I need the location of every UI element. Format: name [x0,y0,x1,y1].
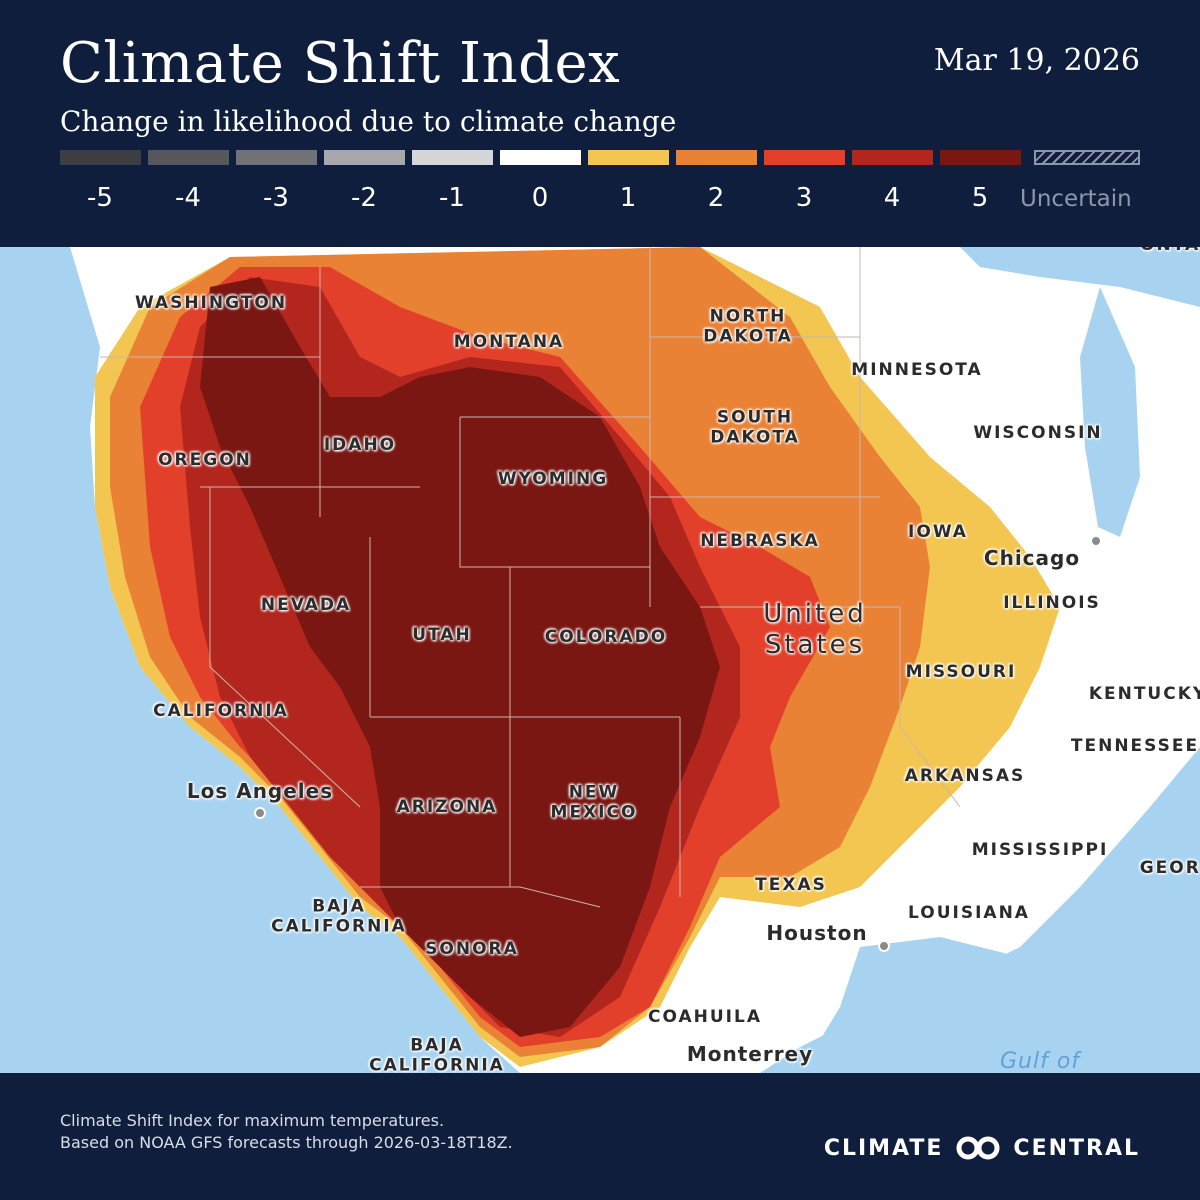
legend-label: 3 [795,183,813,213]
state-label-montana: MONTANA [453,331,565,352]
logo-text-central: CENTRAL [1013,1135,1140,1161]
state-label-minnesota: MINNESOTA [851,359,983,380]
lake-superior [960,247,1200,307]
legend-swatch-minus4 [148,150,229,165]
state-label-illinois: ILLINOIS [1003,592,1101,613]
state-label-idaho: IDAHO [323,434,397,455]
state-label-wyoming: WYOMING [497,468,609,489]
state-label-nevada: NEVADA [260,594,352,615]
state-label-kentucky: KENTUCKY [1088,683,1200,704]
logo-text-climate: CLIMATE [823,1135,944,1161]
gulf-of-california [330,897,440,1073]
state-label-arkansas: ARKANSAS [904,765,1026,786]
city-label-houston: Houston [766,921,868,945]
state-label-louisiana: LOUISIANA [908,902,1030,923]
state-label-mississippi: MISSISSIPPI [971,839,1109,860]
state-label-baja-california-sur: BAJA CALIFORNIA [369,1035,505,1073]
state-label-oregon: OREGON [158,449,252,470]
state-label-south-dakota: SOUTH DAKOTA [710,407,800,448]
state-label-texas: TEXAS [755,874,827,895]
legend-label: -3 [263,183,289,213]
state-label-utah: UTAH [412,624,472,645]
state-label-iowa: IOWA [908,521,968,542]
city-marker-los-angeles[interactable] [254,807,266,819]
state-label-wisconsin: WISCONSIN [973,422,1103,443]
logo-infinity-icon [956,1136,1000,1160]
page-subtitle: Change in likelihood due to climate chan… [60,105,677,138]
page-title: Climate Shift Index [60,31,621,96]
legend-swatch-minus1 [412,150,493,165]
state-label-arizona: ARIZONA [396,796,498,817]
legend-swatch-minus5 [60,150,141,165]
climate-central-logo[interactable]: CLIMATE CENTRAL [824,1135,1140,1161]
header: Climate Shift Index Mar 19, 2026 Change … [0,0,1200,247]
state-label-coahuila: COAHUILA [648,1006,762,1027]
map[interactable]: WASHINGTON MONTANA NORTH DAKOTA MINNESOT… [0,247,1200,1073]
region-label-ontario: ONTARIO [1140,247,1200,255]
legend-label: -4 [175,183,201,213]
legend-label: 0 [531,183,549,213]
csi-level-5 [200,277,720,1037]
legend-swatch-3 [764,150,845,165]
forecast-date: Mar 19, 2026 [933,43,1140,78]
footnote-line-2: Based on NOAA GFS forecasts through 2026… [60,1133,513,1152]
legend-label: 1 [619,183,637,213]
legend-label: 2 [707,183,725,213]
state-label-georgia: GEORGIA [1139,857,1200,878]
state-label-new-mexico: NEW MEXICO [550,782,638,823]
state-label-washington: WASHINGTON [134,292,288,313]
legend-swatch-1 [588,150,669,165]
lake-michigan [1080,287,1140,537]
legend-label: 5 [971,183,989,213]
state-label-north-dakota: NORTH DAKOTA [703,306,793,347]
state-label-california: CALIFORNIA [153,700,289,721]
legend-label: -1 [439,183,465,213]
city-marker-chicago[interactable] [1090,535,1102,547]
water-label-gulf: Gulf of [999,1048,1081,1073]
legend-swatch-4 [852,150,933,165]
legend-swatch-minus3 [236,150,317,165]
country-label-united-states: United States [763,598,867,660]
state-label-colorado: COLORADO [544,626,668,647]
gulf-of-mexico [800,937,1200,1073]
legend-swatch-minus2 [324,150,405,165]
legend-label: 4 [883,183,901,213]
legend-swatch-5 [940,150,1021,165]
legend-label: -2 [351,183,377,213]
city-label-los-angeles: Los Angeles [186,779,334,803]
legend-swatch-0 [500,150,581,165]
footnote-line-1: Climate Shift Index for maximum temperat… [60,1111,445,1130]
state-label-nebraska: NEBRASKA [700,530,820,551]
legend-swatch-2 [676,150,757,165]
legend-uncertain-label: Uncertain [1020,186,1132,212]
city-label-chicago: Chicago [983,546,1081,570]
city-label-monterrey: Monterrey [686,1042,814,1066]
map-canvas [0,247,1200,1073]
state-label-missouri: MISSOURI [905,661,1017,682]
state-label-baja-california: BAJA CALIFORNIA [271,896,407,937]
city-marker-houston[interactable] [878,940,890,952]
state-label-sonora: SONORA [425,938,519,959]
footer: Climate Shift Index for maximum temperat… [0,1073,1200,1200]
legend-label: -5 [87,183,113,213]
legend-swatch-uncertain [1034,150,1140,165]
state-borders [100,247,961,908]
state-label-tennessee: TENNESSEE [1070,735,1200,756]
